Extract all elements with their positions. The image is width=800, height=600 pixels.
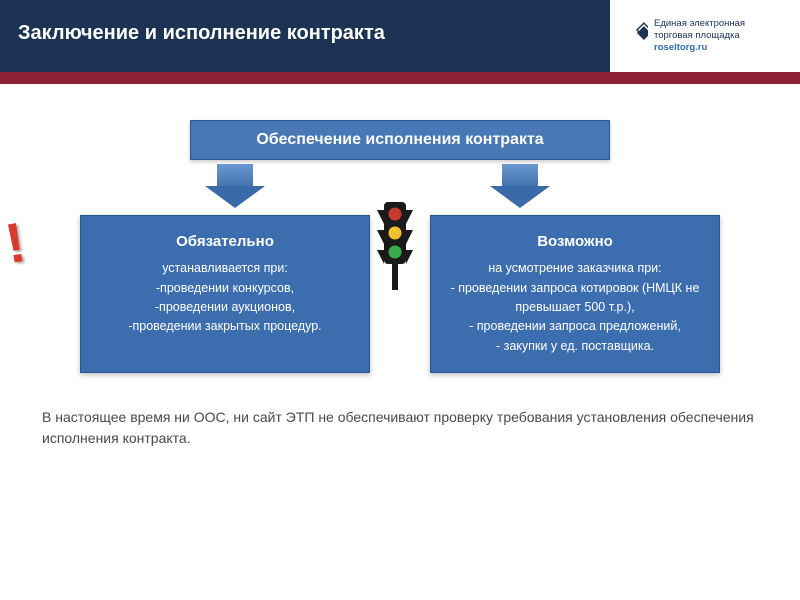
box-mandatory-line: -проведении аукционов, — [93, 298, 357, 317]
logo-site: roseltorg.ru — [654, 42, 745, 54]
box-optional-line: - проведении запроса котировок (НМЦК не … — [443, 279, 707, 318]
box-optional-line: - проведении запроса предложений, — [443, 317, 707, 336]
bottom-note: В настоящее время ни ООС, ни сайт ЭТП не… — [0, 373, 800, 449]
box-mandatory-line: -проведении конкурсов, — [93, 279, 357, 298]
page-title: Заключение и исполнение контракта — [0, 0, 610, 72]
header-bar: Заключение и исполнение контракта Единая… — [0, 0, 800, 72]
box-optional-line: на усмотрение заказчика при: — [443, 259, 707, 278]
arrow-left — [205, 164, 265, 208]
box-mandatory-line: -проведении закрытых процедур. — [93, 317, 357, 336]
logo-line1: Единая электронная — [654, 18, 745, 30]
traffic-light-icon — [374, 200, 416, 297]
box-optional: Возможно на усмотрение заказчика при: - … — [430, 215, 720, 373]
logo-block: Единая электронная торговая площадка ros… — [610, 0, 800, 72]
box-mandatory: Обязательно устанавливается при: -провед… — [80, 215, 370, 373]
box-mandatory-title: Обязательно — [93, 230, 357, 253]
accent-stripe — [0, 72, 800, 84]
box-optional-line: - закупки у ед. поставщика. — [443, 337, 707, 356]
box-optional-title: Возможно — [443, 230, 707, 253]
arrow-right — [490, 164, 550, 208]
logo-line2: торговая площадка — [654, 30, 745, 42]
logo-icon — [620, 22, 648, 50]
box-mandatory-line: устанавливается при: — [93, 259, 357, 278]
subtitle-box: Обеспечение исполнения контракта — [190, 120, 610, 160]
